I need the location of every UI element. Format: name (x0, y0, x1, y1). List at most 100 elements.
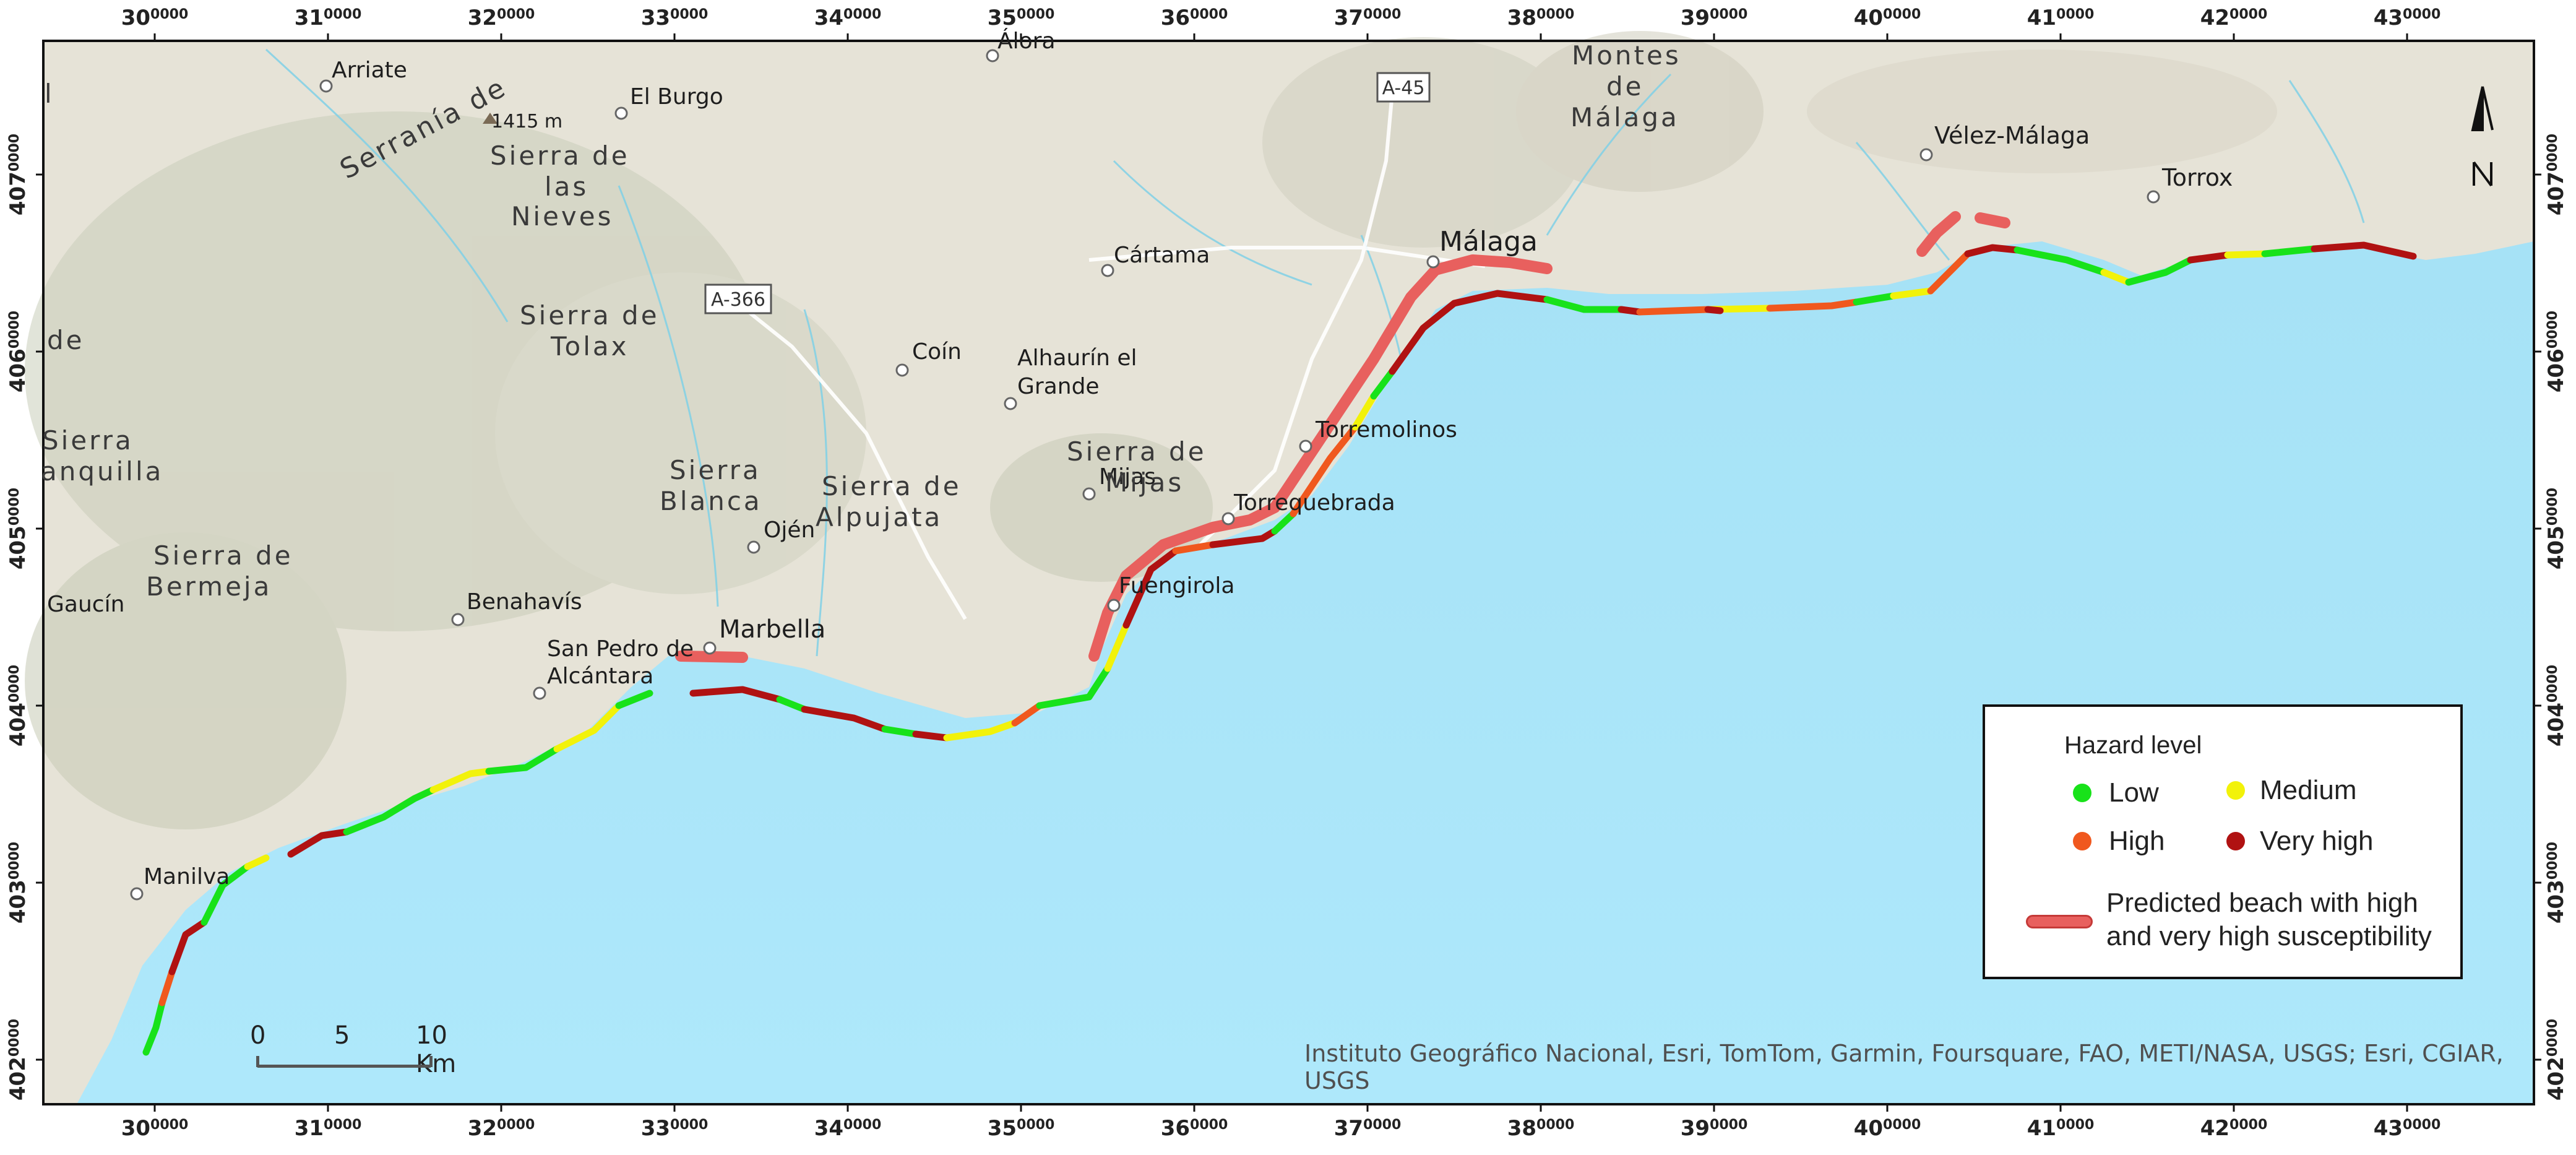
hazard-segment-low (142, 999, 166, 1056)
hazard-segment-high (1636, 306, 1712, 316)
x-tick-bottom-13: 430000 (2374, 1116, 2441, 1141)
x-tick-labels-top: 300000 310000 320000 330000 340000 350000 3600… (121, 6, 2441, 30)
label-anquilla-1: Sierra (42, 425, 134, 456)
hazard-segment-very-high (168, 919, 208, 975)
label-fuengirola: Fuengirola (1119, 573, 1234, 599)
hazard-segment-very-high (1704, 306, 1724, 314)
label-velez: Vélez-Málaga (1934, 122, 2090, 149)
hazard-segment-medium (1351, 392, 1377, 431)
y-tick-left-5: 4020000 (6, 1019, 30, 1101)
label-torrox: Torrox (2161, 164, 2233, 191)
y-tick-left-4: 4030000 (6, 842, 30, 924)
x-tick-top-12: 420000 (2200, 6, 2268, 30)
legend-low-dot (2073, 784, 2091, 802)
scale-label-5: 5 (334, 1021, 350, 1050)
label-tolax-2: Tolax (550, 331, 629, 361)
relief-shading (25, 31, 2277, 829)
x-tick-bottom-10: 400000 (1854, 1116, 1921, 1141)
map-border (42, 40, 2535, 1105)
hazard-segment-low (2014, 246, 2108, 276)
label-mijas-1: Sierra de (1067, 436, 1207, 467)
y-tick-right-3: 4040000 (2544, 665, 2569, 746)
hazard-segment-medium (1890, 287, 1934, 300)
predicted-beach-segment (1916, 211, 1961, 257)
label-coin: Coín (912, 339, 962, 365)
label-blanca-1: Sierra (670, 455, 761, 485)
hazard-segment-low (485, 745, 561, 775)
hazard-segment-medium (244, 854, 270, 870)
label-cartama: Cártama (1114, 243, 1210, 268)
hazard-segment-high (1290, 423, 1359, 517)
legend-high-dot (2073, 832, 2091, 850)
label-tolax-1: Sierra de (520, 300, 660, 331)
x-tick-bottom-2: 320000 (468, 1116, 535, 1141)
hazard-segment-high (1766, 298, 1860, 312)
y-tick-left-0: 4070000 (6, 134, 30, 215)
x-tick-bottom-1: 310000 (295, 1116, 362, 1141)
y-tick-right-0: 4070000 (2544, 134, 2569, 215)
legend-beach-line (2026, 915, 2093, 928)
hazard-segment-very-high (801, 706, 889, 733)
road-shield-a45: A-45 (1376, 72, 1431, 103)
x-tick-bottom-8: 380000 (1507, 1116, 1575, 1141)
scale-bar: 0 5 10 Km (248, 1021, 456, 1083)
y-tick-left-2: 4050000 (6, 488, 30, 569)
predicted-beach-segment (1088, 254, 1553, 662)
hazard-segment-very-high (287, 828, 350, 858)
label-mijas-2: Mijas (1105, 467, 1184, 498)
label-alpujata-2: Alpujata (816, 502, 942, 532)
svg-text:A-45: A-45 (1382, 77, 1425, 99)
sea-area (77, 241, 2534, 1104)
label-blanca-2: Blanca (660, 486, 762, 516)
predicted-beach-segment (675, 651, 748, 663)
label-nieves-2: las (545, 171, 588, 202)
hazard-segment-low (1543, 296, 1625, 313)
label-manilva: Manilva (144, 864, 230, 889)
label-nieves-3: Nieves (511, 201, 614, 231)
hazard-segment-low (615, 690, 653, 709)
hazard-segment-high (1172, 541, 1217, 555)
legend-very-high-label: Very high (2260, 826, 2374, 856)
label-san-pedro-1: San Pedro de (547, 636, 694, 662)
label-marbella: Marbella (719, 615, 825, 644)
x-tick-top-11: 410000 (2027, 6, 2095, 30)
hazard-segment-very-high (1389, 290, 1551, 375)
hazard-segment-high (1927, 250, 1971, 295)
x-tick-top-10: 400000 (1854, 6, 1921, 30)
legend-title: Hazard level (2064, 732, 2202, 759)
road-shield-a366: A-366 (704, 283, 772, 314)
y-tick-right-4: 4030000 (2544, 842, 2569, 924)
legend-high-label: High (2109, 826, 2165, 856)
x-tick-bottom-0: 300000 (121, 1116, 189, 1141)
x-tick-top-7: 370000 (1334, 6, 1402, 30)
scale-bar-line (257, 1065, 431, 1068)
hazard-segment-very-high (1209, 527, 1278, 548)
north-arrow-icon (2471, 86, 2494, 187)
x-tick-top-2: 320000 (468, 6, 535, 30)
x-tick-bottom-3: 330000 (641, 1116, 709, 1141)
x-tick-bottom-7: 370000 (1334, 1116, 1402, 1141)
hazard-segment-low (1036, 665, 1111, 709)
hazard-segment-medium (429, 768, 493, 794)
ticks (36, 33, 2541, 1112)
label-malaga: Málaga (1439, 226, 1538, 257)
x-tick-bottom-12: 420000 (2200, 1116, 2268, 1141)
legend-beach-label: Predicted beach with high and very high … (2106, 888, 2432, 951)
hazard-segment-medium (943, 719, 1019, 742)
y-tick-left-1: 4060000 (6, 311, 30, 392)
label-benahavis: Benahavís (467, 589, 582, 615)
svg-text:A-366: A-366 (711, 289, 765, 311)
hazard-segment-high (1011, 702, 1043, 727)
x-tick-labels-bottom: 300000 310000 320000 330000 340000 350000 3600… (121, 1116, 2441, 1141)
label-l-left: l (45, 79, 54, 109)
predicted-beach-lines (675, 211, 2010, 663)
roads (729, 92, 1486, 620)
hazard-segment-very-high (1122, 547, 1179, 629)
label-bermeja-2: Bermeja (146, 571, 272, 602)
label-ojen: Ojén (764, 517, 815, 543)
label-montes-1: Montes (1572, 40, 1681, 71)
label-nieves-1: Sierra de (490, 141, 630, 171)
label-anquilla-2: anquilla (41, 456, 163, 487)
x-tick-bottom-4: 340000 (814, 1116, 882, 1141)
x-tick-bottom-9: 390000 (1681, 1116, 1748, 1141)
